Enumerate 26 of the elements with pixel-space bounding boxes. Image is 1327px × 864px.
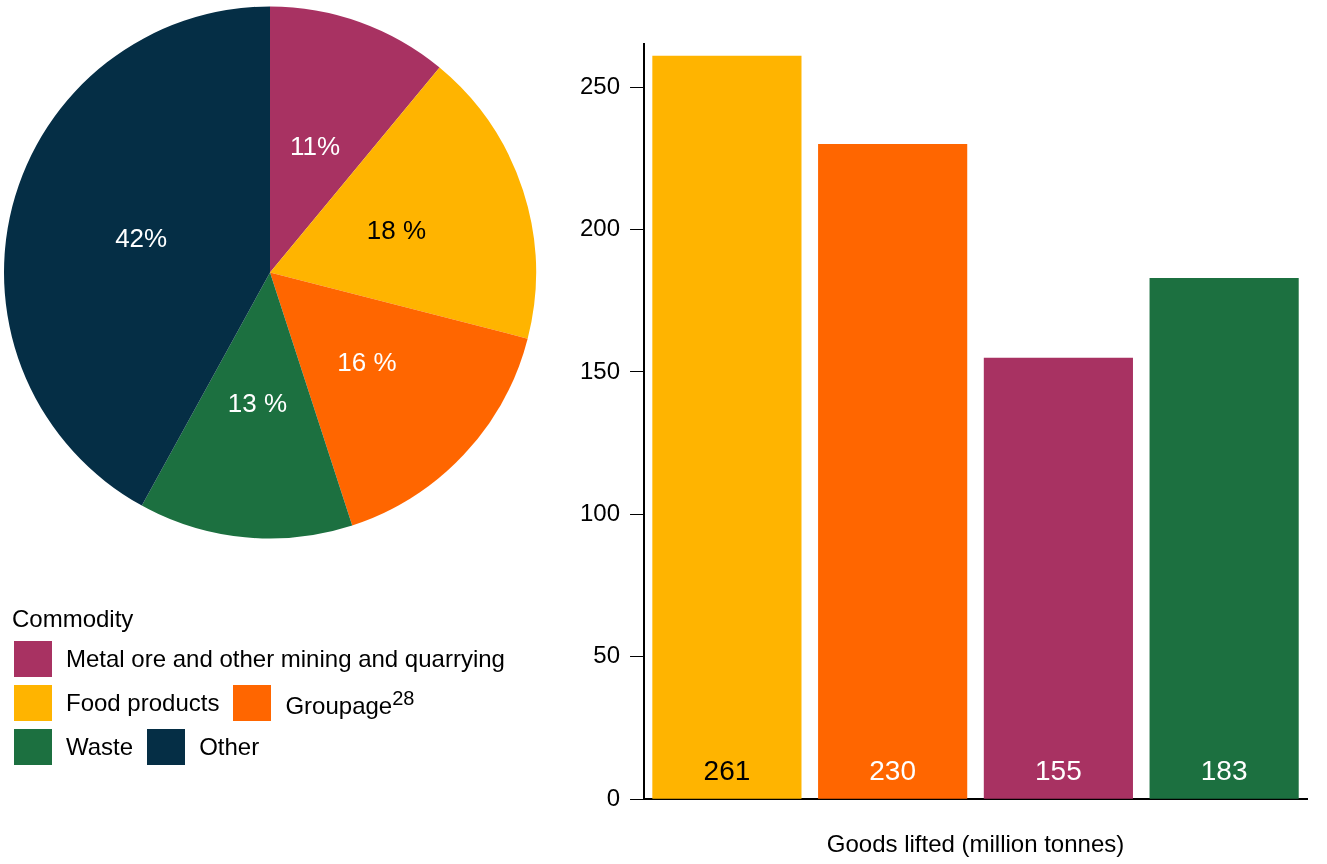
bar bbox=[652, 55, 802, 799]
data-label: 11% bbox=[290, 130, 341, 161]
y-tick-label: 200 bbox=[580, 214, 621, 242]
data-label: 16 % bbox=[337, 346, 397, 377]
data-label: 155 bbox=[1035, 755, 1082, 787]
data-label: 13 % bbox=[227, 388, 288, 419]
y-tick-label: 150 bbox=[580, 356, 621, 384]
bar bbox=[1149, 277, 1299, 799]
legend-label: Groupage$^{28}$ bbox=[285, 686, 415, 720]
bar bbox=[983, 357, 1133, 799]
y-tick-label: 250 bbox=[580, 71, 621, 99]
data-label: 42% bbox=[115, 222, 168, 253]
y-tick-label: 100 bbox=[580, 498, 621, 526]
x-axis-title: Goods lifted (million tonnes) bbox=[826, 830, 1125, 858]
legend-label: Waste bbox=[66, 733, 134, 761]
data-label: 230 bbox=[869, 755, 917, 787]
bar bbox=[818, 144, 968, 799]
y-tick-label: 0 bbox=[606, 783, 621, 811]
legend-label: Metal ore and other mining and quarrying bbox=[66, 645, 505, 673]
legend-label: Food products bbox=[66, 689, 220, 717]
data-label: 261 bbox=[703, 755, 751, 787]
data-label: 18 % bbox=[366, 214, 427, 245]
y-tick-label: 50 bbox=[593, 641, 621, 669]
legend-title: Commodity bbox=[12, 605, 135, 633]
data-label: 183 bbox=[1200, 755, 1248, 787]
legend-label: Other bbox=[199, 733, 260, 761]
